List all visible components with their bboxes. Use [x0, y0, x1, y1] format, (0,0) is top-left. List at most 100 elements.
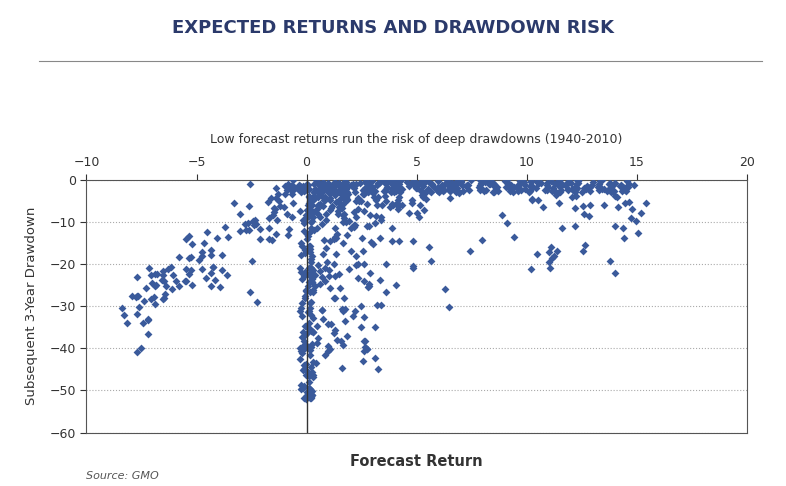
Point [380, 260, 392, 268]
Point [329, 188, 342, 195]
Point [296, 328, 309, 336]
Point [185, 253, 197, 261]
Point [320, 210, 332, 218]
Point [299, 268, 311, 276]
Point [307, 226, 320, 234]
Point [601, 187, 613, 194]
Point [303, 384, 315, 392]
Point [510, 183, 523, 191]
Point [303, 205, 316, 213]
Point [306, 217, 318, 225]
Point [414, 201, 427, 209]
Point [343, 217, 355, 225]
Point [553, 176, 565, 184]
Text: EXPECTED RETURNS AND DRAWDOWN RISK: EXPECTED RETURNS AND DRAWDOWN RISK [172, 19, 614, 37]
Point [264, 194, 277, 202]
Point [363, 282, 376, 290]
Point [323, 185, 336, 193]
Point [309, 282, 321, 290]
Point [340, 317, 352, 325]
Point [549, 180, 561, 188]
Point [157, 268, 170, 276]
Point [244, 180, 257, 188]
Point [340, 219, 352, 226]
Point [336, 341, 349, 348]
Point [500, 183, 512, 191]
Point [623, 180, 636, 188]
Point [185, 281, 198, 289]
Point [298, 364, 310, 372]
Point [320, 244, 332, 252]
Point [385, 180, 398, 188]
Point [301, 186, 314, 194]
Point [322, 189, 335, 197]
Point [309, 271, 321, 278]
Point [329, 272, 341, 279]
Point [314, 188, 327, 196]
Point [348, 208, 361, 216]
Point [532, 196, 545, 204]
Point [390, 185, 402, 192]
Point [305, 226, 318, 234]
Point [524, 177, 537, 185]
Point [488, 180, 501, 188]
Point [233, 227, 246, 235]
Point [369, 187, 381, 195]
Point [130, 273, 143, 281]
Point [151, 270, 163, 278]
Point [392, 206, 405, 213]
Point [347, 180, 359, 188]
Point [299, 344, 311, 352]
Point [410, 184, 423, 192]
Point [508, 233, 520, 241]
Point [318, 196, 331, 204]
Point [305, 394, 318, 402]
Point [450, 178, 462, 186]
Point [329, 233, 341, 241]
Point [298, 270, 310, 278]
Point [375, 216, 387, 224]
Point [328, 260, 340, 268]
Point [329, 182, 341, 190]
Point [307, 189, 320, 196]
Point [299, 249, 312, 257]
Point [325, 185, 337, 192]
Point [561, 185, 574, 193]
Point [149, 282, 161, 290]
Point [304, 385, 317, 393]
Point [294, 208, 307, 215]
Point [295, 347, 307, 355]
Point [305, 258, 318, 266]
Point [307, 181, 320, 189]
Point [214, 283, 226, 291]
Point [196, 252, 208, 260]
Point [333, 203, 346, 211]
Point [233, 210, 246, 218]
Point [148, 293, 160, 301]
Point [555, 180, 567, 188]
Point [292, 185, 304, 192]
Point [294, 182, 307, 190]
Point [286, 213, 299, 221]
Point [319, 184, 332, 191]
Point [362, 283, 374, 291]
Point [387, 178, 400, 186]
Point [312, 192, 325, 200]
Point [388, 181, 401, 189]
Point [294, 251, 307, 259]
Point [321, 180, 334, 188]
Point [205, 251, 218, 259]
Point [342, 182, 354, 190]
Point [238, 220, 251, 227]
Point [268, 204, 281, 212]
Point [565, 193, 578, 201]
Point [282, 180, 295, 188]
Point [283, 182, 296, 190]
Point [293, 182, 306, 190]
Point [310, 339, 323, 347]
Point [249, 216, 262, 224]
Point [336, 185, 349, 193]
Point [329, 294, 342, 302]
Point [443, 185, 455, 193]
Point [296, 349, 308, 357]
